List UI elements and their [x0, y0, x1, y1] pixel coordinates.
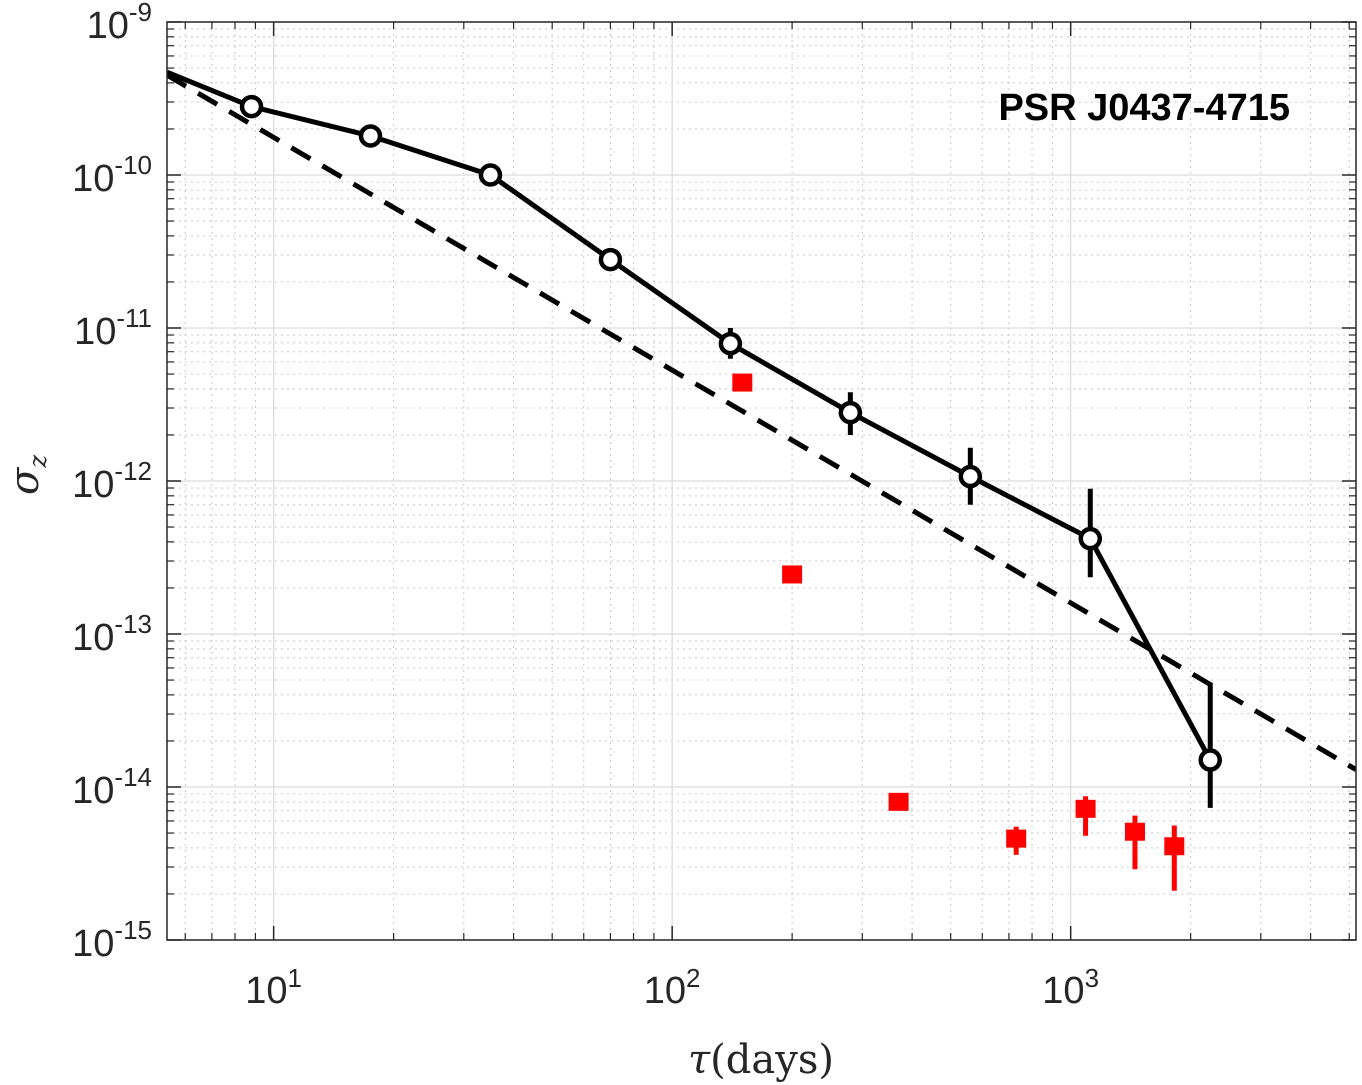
- data-point: [888, 792, 909, 811]
- x-tick-labels: 101 102 103: [245, 963, 1099, 1012]
- data-point: [239, 94, 264, 119]
- y-axis-label: σz: [2, 455, 52, 495]
- y-axis-symbol: σ: [2, 466, 48, 495]
- minor-grid: [167, 22, 1356, 940]
- series-clip-group: [167, 69, 1356, 891]
- data-point: [838, 400, 863, 425]
- x-tick-exponent: 1: [288, 963, 302, 993]
- data-point: [1124, 822, 1145, 841]
- series-line: [167, 69, 1213, 762]
- y-tick-exponent: -10: [114, 150, 152, 180]
- x-tick-base: 10: [1042, 970, 1084, 1012]
- y-tick-exponent: -11: [116, 303, 152, 333]
- series-dashed-fit: [167, 72, 1356, 772]
- x-tick-exponent: 2: [686, 963, 700, 993]
- x-axis-label: τ(days): [688, 1037, 834, 1083]
- x-tick-label: 103: [1042, 963, 1099, 1012]
- y-tick-exponent: -12: [114, 456, 152, 486]
- data-point: [598, 247, 623, 272]
- axis-ticks: [167, 21, 1356, 941]
- y-tick-base: 10: [87, 5, 129, 47]
- y-tick-exponent: -14: [114, 762, 152, 792]
- series-black-measured: [167, 69, 1222, 808]
- series-red-squares: [732, 373, 1185, 891]
- y-tick-exponent: -13: [114, 609, 152, 639]
- dashed-fit-line: [167, 72, 1356, 772]
- data-point: [358, 124, 383, 148]
- data-point: [1075, 799, 1096, 818]
- x-axis-symbol: τ: [688, 1037, 711, 1083]
- y-tick-label: 10-12: [72, 456, 152, 506]
- x-tick-label: 102: [644, 963, 701, 1012]
- data-point: [1078, 526, 1103, 551]
- x-tick-base: 10: [644, 970, 686, 1012]
- data-point: [718, 331, 743, 356]
- plot-area: [167, 69, 1356, 891]
- y-tick-exponent: -9: [129, 0, 152, 27]
- y-tick-base: 10: [72, 923, 114, 965]
- y-tick-label: 10-13: [72, 609, 152, 659]
- y-tick-exponent: -15: [114, 915, 152, 945]
- y-tick-label: 10-14: [72, 762, 152, 812]
- y-tick-label: 10-11: [74, 303, 152, 353]
- data-point: [782, 565, 803, 584]
- y-tick-label: 10-10: [72, 150, 152, 200]
- data-point: [478, 163, 503, 187]
- y-tick-base: 10: [74, 311, 116, 353]
- data-point: [1006, 829, 1027, 848]
- x-tick-base: 10: [245, 970, 287, 1012]
- x-axis-unit: (days): [710, 1037, 834, 1083]
- data-point: [732, 373, 753, 392]
- x-tick-label: 101: [245, 963, 302, 1012]
- y-tick-base: 10: [72, 158, 114, 200]
- y-tick-label: 10-9: [87, 0, 152, 47]
- y-tick-base: 10: [72, 770, 114, 812]
- y-tick-base: 10: [72, 617, 114, 659]
- y-tick-label: 10-15: [72, 915, 152, 965]
- y-axis-subscript: z: [24, 455, 52, 469]
- x-tick-exponent: 3: [1085, 963, 1099, 993]
- annotation-label: PSR J0437-4715: [998, 87, 1290, 129]
- data-point: [1164, 837, 1185, 856]
- data-point: [958, 464, 983, 489]
- data-point: [1198, 748, 1222, 772]
- y-tick-base: 10: [72, 464, 114, 506]
